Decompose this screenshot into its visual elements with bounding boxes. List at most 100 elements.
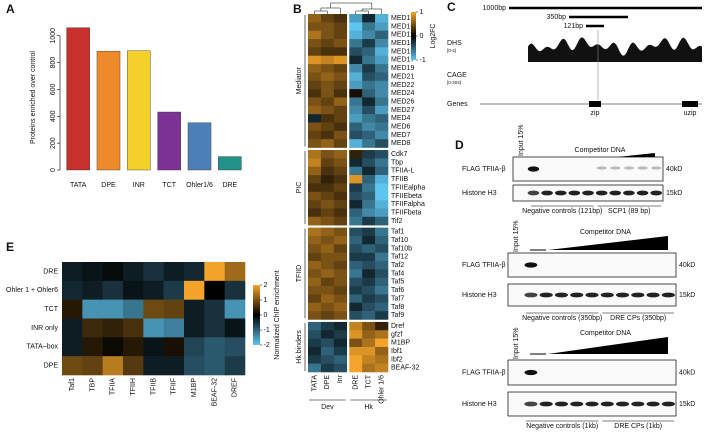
heatmap-cell bbox=[333, 227, 348, 237]
heatmap-cell bbox=[375, 122, 389, 132]
heatmap-cell bbox=[333, 22, 348, 31]
heatmap-cell bbox=[320, 139, 335, 148]
heatmap-cell bbox=[362, 183, 376, 193]
heatmap-cell bbox=[204, 299, 225, 319]
heatmap-cell bbox=[204, 280, 225, 300]
track-name: CAGE bbox=[447, 72, 467, 79]
band bbox=[650, 190, 663, 196]
band bbox=[646, 292, 660, 298]
y-tick-label: 0 bbox=[50, 168, 57, 172]
heatmap-cell bbox=[349, 269, 363, 279]
colorbar-tick-label: -2 bbox=[264, 342, 270, 349]
heatmap-cell bbox=[143, 280, 164, 300]
heatmap-cell bbox=[204, 318, 225, 338]
bar bbox=[127, 50, 151, 171]
heatmap-cell bbox=[375, 158, 389, 168]
band bbox=[631, 401, 645, 407]
heatmap-cell bbox=[123, 318, 144, 338]
heatmap-cell bbox=[320, 294, 335, 304]
heatmap-cell bbox=[375, 30, 389, 40]
heatmap-cell bbox=[320, 363, 335, 373]
heatmap-cell bbox=[375, 183, 389, 193]
heatmap-cell bbox=[82, 318, 103, 338]
heatmap-cell bbox=[308, 311, 322, 320]
dendrogram bbox=[330, 2, 373, 9]
heatmap-cell bbox=[349, 208, 363, 218]
heatmap-cell bbox=[362, 22, 376, 31]
panel-label: D bbox=[455, 138, 464, 152]
column-label: M1BP bbox=[191, 378, 198, 397]
row-label: MED24 bbox=[391, 90, 414, 97]
heatmap-cell bbox=[143, 262, 164, 282]
heatmap-cell bbox=[349, 277, 363, 287]
heatmap-cell bbox=[349, 64, 363, 73]
heatmap-cell bbox=[308, 200, 322, 209]
heatmap-cell bbox=[308, 286, 322, 295]
heatmap-cell bbox=[375, 355, 389, 364]
heatmap-cell bbox=[375, 80, 389, 90]
heatmap-cell bbox=[333, 130, 348, 140]
row-label: Taf5 bbox=[391, 279, 404, 286]
heatmap-cell bbox=[375, 200, 389, 209]
x-tick-label: Ohler1/6 bbox=[186, 182, 213, 189]
row-group-label: Mediator bbox=[296, 66, 303, 94]
heatmap-cell bbox=[224, 356, 246, 376]
lane-label: SCP1 (89 bp) bbox=[608, 208, 650, 215]
heatmap-cell bbox=[362, 311, 376, 320]
heatmap-cell bbox=[204, 337, 225, 357]
heatmap-cell bbox=[349, 311, 363, 320]
dendrogram bbox=[355, 10, 369, 14]
size-label: 40kD bbox=[666, 166, 682, 173]
heatmap-cell bbox=[320, 22, 335, 31]
dendrogram bbox=[361, 8, 382, 14]
input-label: Input 15% bbox=[513, 220, 520, 252]
lane-label: Negative controls (121bp) bbox=[522, 208, 602, 215]
row-label: TFIIEalpha bbox=[391, 184, 425, 191]
column-group-label: Dev bbox=[321, 404, 334, 411]
competitor-gradient bbox=[548, 236, 668, 250]
band bbox=[539, 292, 553, 298]
heatmap-cell bbox=[333, 39, 348, 48]
heatmap-cell bbox=[320, 321, 335, 331]
heatmap-cell bbox=[333, 55, 348, 65]
colorbar-tick-label: 1 bbox=[420, 9, 424, 16]
column-label: TFIIB bbox=[150, 378, 157, 395]
heatmap-cell bbox=[320, 130, 335, 140]
y-tick-label: 400 bbox=[50, 110, 57, 122]
x-tick-label: DRE bbox=[222, 182, 237, 189]
blot-label: Histone H3 bbox=[462, 292, 497, 299]
heatmap-cell bbox=[184, 337, 205, 357]
band bbox=[554, 190, 567, 196]
heatmap-cell bbox=[320, 72, 335, 82]
y-tick-label: 800 bbox=[50, 57, 57, 69]
heatmap-cell bbox=[224, 318, 246, 338]
heatmap-cell bbox=[375, 97, 389, 107]
heatmap-cell bbox=[308, 252, 322, 262]
column-label: DPE bbox=[324, 375, 331, 390]
heatmap-cell bbox=[308, 363, 322, 373]
heatmap-cell bbox=[349, 39, 363, 48]
heatmap-cell bbox=[320, 89, 335, 98]
row-label: MED7 bbox=[391, 132, 411, 139]
heatmap-cell bbox=[320, 286, 335, 295]
heatmap-cell bbox=[375, 330, 389, 339]
size-label: 15kD bbox=[666, 190, 682, 197]
size-label: 40kD bbox=[679, 369, 695, 376]
track-range: [0-4] bbox=[447, 48, 456, 53]
colorbar-title: Normalized ChIP enrichment bbox=[274, 270, 281, 359]
row-label: Taf10 bbox=[391, 237, 408, 244]
heatmap-cell bbox=[375, 114, 389, 123]
heatmap-cell bbox=[349, 30, 363, 40]
heatmap-cell bbox=[320, 158, 335, 168]
blot-label: FLAG TFIIA-β bbox=[462, 369, 506, 376]
heatmap-cell bbox=[123, 280, 144, 300]
band bbox=[539, 401, 553, 407]
heatmap-cell bbox=[333, 252, 348, 262]
heatmap-cell bbox=[349, 114, 363, 123]
heatmap-cell bbox=[308, 302, 322, 312]
heatmap-cell bbox=[308, 191, 322, 201]
band bbox=[524, 262, 538, 268]
column-label: Taf1 bbox=[69, 378, 76, 391]
heatmap-cell bbox=[308, 346, 322, 356]
